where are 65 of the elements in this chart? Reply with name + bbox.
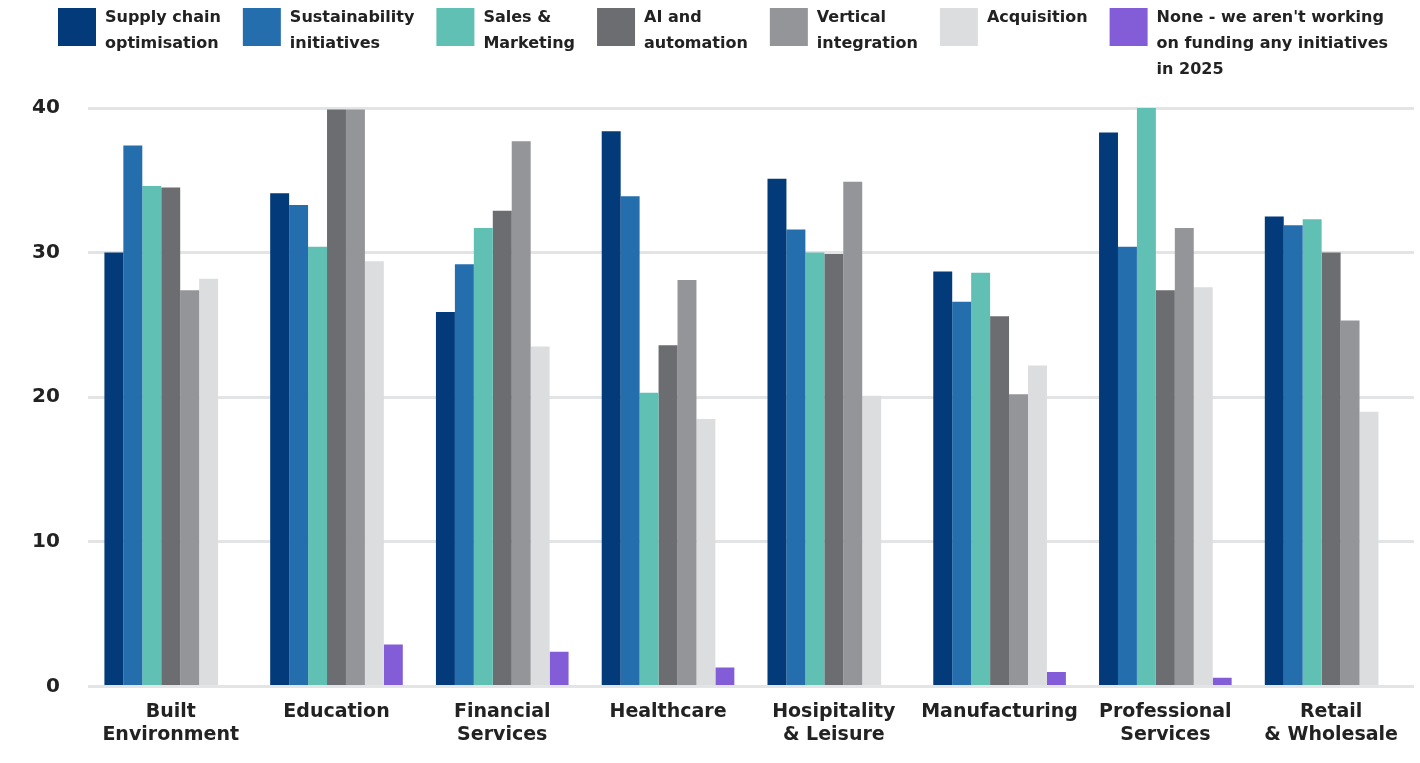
bar bbox=[327, 109, 346, 685]
bar bbox=[824, 254, 844, 685]
x-tick-label: Retail & Wholesale bbox=[1264, 698, 1398, 744]
bar bbox=[473, 228, 493, 685]
bar bbox=[843, 181, 863, 685]
bar bbox=[1283, 225, 1303, 685]
bar bbox=[511, 141, 531, 685]
bar bbox=[1264, 216, 1284, 685]
bar bbox=[1046, 671, 1066, 685]
bar bbox=[601, 131, 621, 685]
legend-label: Supply chain optimisation bbox=[105, 7, 221, 53]
bar bbox=[805, 252, 825, 685]
bar bbox=[549, 651, 569, 685]
bar bbox=[383, 644, 403, 685]
bar bbox=[1174, 228, 1194, 685]
bar bbox=[308, 246, 328, 685]
y-tick-label: 20 bbox=[31, 383, 60, 408]
bar bbox=[971, 272, 991, 685]
bar bbox=[492, 210, 512, 685]
bar bbox=[1302, 219, 1322, 685]
bar bbox=[104, 252, 124, 685]
bar bbox=[786, 229, 806, 685]
x-tick-label: Education bbox=[283, 698, 390, 721]
legend-label: Acquisition bbox=[986, 7, 1088, 27]
y-tick-label: 40 bbox=[31, 94, 60, 119]
x-tick-label: Professional Services bbox=[1099, 698, 1232, 744]
y-tick-label: 0 bbox=[45, 672, 60, 697]
bar bbox=[1099, 132, 1118, 685]
bar bbox=[639, 392, 659, 685]
x-tick-label: Healthcare bbox=[609, 698, 727, 721]
bar bbox=[767, 178, 787, 685]
x-tick-label: Built Environment bbox=[102, 698, 240, 744]
x-tick-label: Hosipitality & Leisure bbox=[772, 698, 897, 744]
y-tick-label: 10 bbox=[31, 528, 60, 552]
bar bbox=[990, 316, 1010, 685]
bar bbox=[435, 311, 455, 685]
bar bbox=[180, 290, 200, 685]
legend-label: Vertical integration bbox=[816, 7, 918, 53]
bar bbox=[715, 667, 735, 685]
legend-label: Sustainability initiatives bbox=[289, 7, 415, 53]
bar bbox=[1136, 108, 1156, 685]
bar bbox=[658, 345, 678, 685]
bar bbox=[161, 187, 181, 685]
bar bbox=[1155, 290, 1175, 685]
bar bbox=[1321, 252, 1341, 685]
bar bbox=[270, 193, 290, 685]
bar bbox=[620, 196, 640, 685]
y-tick-label: 30 bbox=[31, 238, 60, 263]
bar bbox=[1212, 677, 1232, 685]
legend-label: None - we aren't working on funding any initiatives in 2025 bbox=[1156, 7, 1389, 79]
bar bbox=[142, 186, 162, 685]
bar bbox=[454, 264, 474, 685]
bar bbox=[952, 301, 972, 685]
bar bbox=[345, 109, 365, 685]
x-tick-label: Financial Services bbox=[454, 698, 551, 744]
bar bbox=[1340, 320, 1360, 685]
bar bbox=[289, 204, 309, 685]
bar bbox=[1009, 394, 1028, 685]
legend-label: Sales & Marketing bbox=[483, 7, 576, 53]
bar bbox=[677, 280, 697, 685]
bar bbox=[933, 271, 953, 685]
legend-label: AI and automation bbox=[644, 7, 748, 53]
x-tick-label: Manufacturing bbox=[921, 698, 1078, 721]
bar bbox=[1117, 246, 1137, 685]
bar bbox=[123, 145, 143, 685]
